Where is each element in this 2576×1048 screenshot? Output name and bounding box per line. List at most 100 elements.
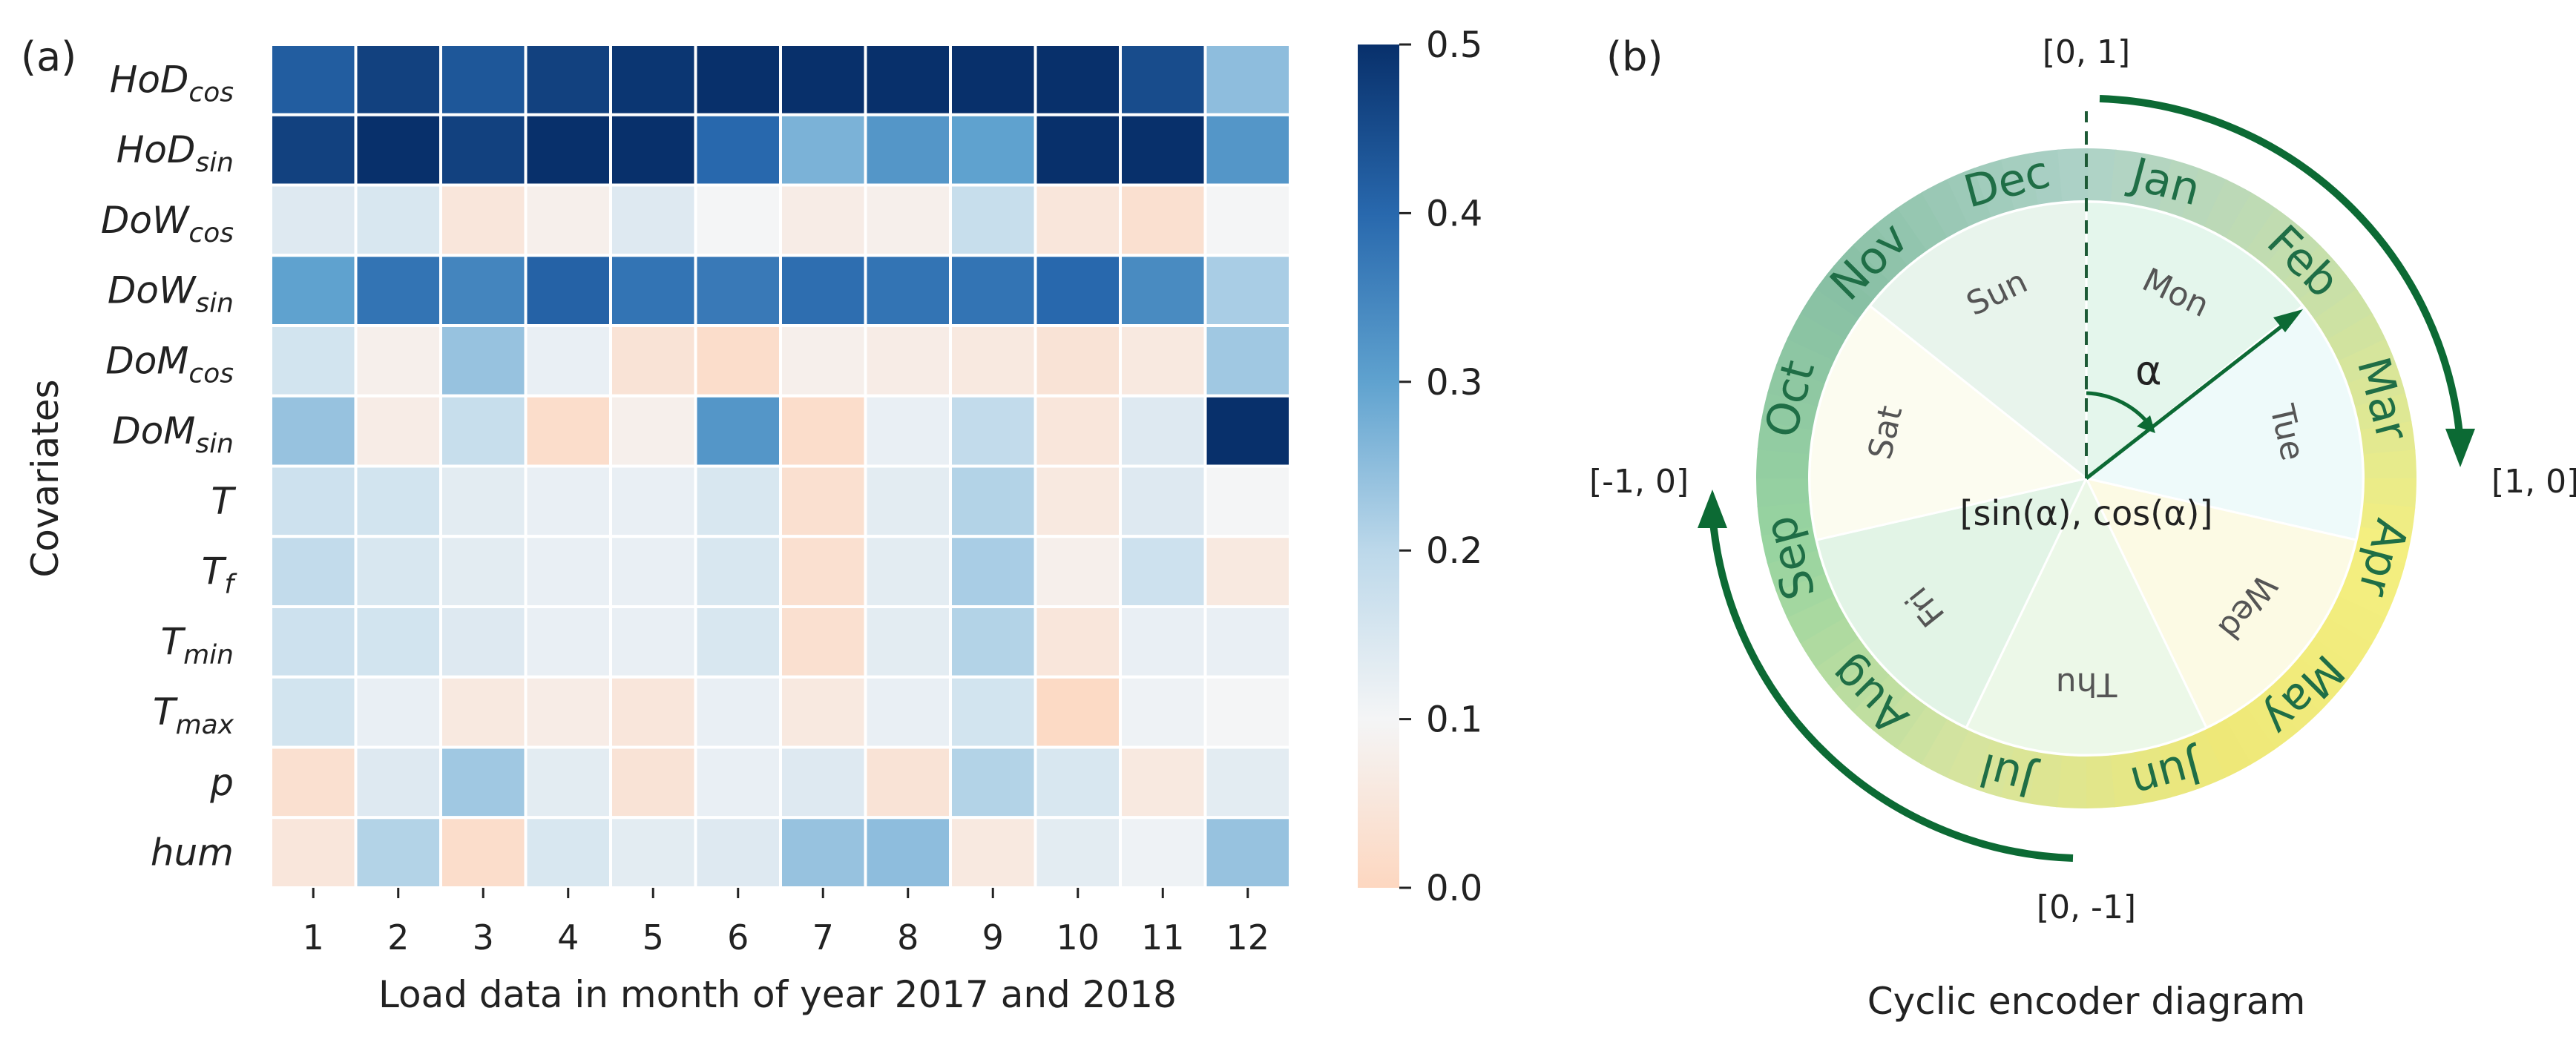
heatmap-cell [354,745,442,820]
month-ring-segment [1946,168,1993,227]
colorbar-tick-label: 0.5 [1426,24,1482,66]
heatmap-cell [524,394,612,468]
heatmap-cell [354,43,442,116]
heatmap-cell [609,113,697,187]
heatmap-cell [949,183,1037,257]
heatmap-cell [779,394,867,468]
month-ring-segment [2225,192,2278,251]
heatmap-cell [524,745,612,820]
heatmap-cell [439,254,528,327]
heatmap-cell [1203,675,1292,749]
month-ring-segment [1756,447,1810,478]
heatmap-cell [1119,43,1207,116]
month-ring-segment [2363,478,2416,510]
coord-left: [-1, 0] [1589,463,1689,501]
heatmap-cell [269,113,358,187]
month-ring-segment [1815,636,1873,691]
heatmap-cell [439,183,528,257]
heatmap-cell [1203,324,1292,398]
month-ring-segment [1851,673,1908,731]
coord-right: [1, 0] [2491,463,2576,501]
heatmap-cell [864,675,952,749]
heatmap-cell [439,113,528,187]
month-ring-segment [2264,675,2320,733]
heatmap-cell [864,394,952,468]
heatmap-cell [864,43,952,116]
heatmap-cell [694,816,782,889]
month-ring-segment [1757,419,1813,455]
month-ring [1756,148,2416,809]
month-ring-segment [2109,752,2144,808]
heatmap-cell [524,254,612,327]
heatmap-cell [439,605,528,679]
heatmap-cell [694,605,782,679]
heatmap-cell [779,43,867,116]
diagram-caption: Cyclic encoder diagram [1867,980,2306,1023]
x-tick-label: 7 [812,917,834,958]
month-ring-segment [2055,755,2086,808]
x-tick-label: 8 [897,917,919,958]
heatmap-cell [524,464,612,538]
month-ring-segment [1971,739,2014,797]
month-ring-segment [2327,313,2387,363]
colorbar-tick-label: 0.4 [1426,193,1482,234]
month-ring-segment [1999,746,2038,804]
row-label: Tmin [161,620,234,670]
heatmap-cell [524,43,612,116]
month-ring-segment [1761,525,1818,564]
month-ring-segment [1767,363,1826,406]
heatmap-cell [864,183,952,257]
colorbar-tick-label: 0.3 [1426,362,1482,403]
heatmap-cell [1119,183,1207,257]
x-tick-label: 12 [1226,917,1269,958]
heatmap-cell [524,113,612,187]
heatmap-cell [609,675,697,749]
month-ring-segment [2314,289,2373,341]
month-ring-segment [2181,168,2228,227]
month-ring-segment [1921,178,1971,238]
month-ring-segment [2281,657,2339,714]
weekday-sector [1868,200,2088,481]
vector-formula-label: [sin(α), cos(α)] [1960,493,2213,533]
month-ring-segment [1786,594,1846,644]
heatmap-cell [949,675,1037,749]
month-ring-segment [2135,153,2174,211]
heatmap-cell [439,675,528,749]
heatmap-cell [439,535,528,608]
heatmap-cell [439,745,528,820]
heatmap-cell [1119,113,1207,187]
month-ring-segment [2359,502,2416,538]
angle-vector-arrowhead [2273,309,2303,332]
heatmap-cell [949,535,1037,608]
month-ring-segment [2299,638,2357,692]
month-ring-segment [1919,718,1969,778]
x-tick-label: 5 [643,917,664,958]
heatmap-cell [779,816,867,889]
outer-arc-arrowhead-left [1698,490,1727,528]
month-ring-segment [1761,391,1818,430]
month-ring-segment [2338,338,2397,385]
heatmap-cell [864,745,952,820]
heatmap-cell [1034,675,1122,749]
month-ring-segment [2086,148,2117,202]
x-axis-title: Load data in month of year 2017 and 2018 [378,973,1177,1016]
heatmap-cell [1203,113,1292,187]
month-ring-segment [2202,719,2252,779]
colorbar-tick-label: 0.2 [1426,530,1482,572]
row-label: DoWcos [101,199,234,248]
angle-vector-arrow [2085,317,2293,480]
row-label: DoWsin [108,269,234,319]
month-ring-segment [1832,656,1890,712]
heatmap-cell [609,254,697,327]
heatmap-cell [609,745,697,820]
heatmap-cell [949,605,1037,679]
heatmap-cell [1119,675,1207,749]
heatmap-cell [354,324,442,398]
colorbar-tick-label: 0.1 [1426,699,1482,741]
heatmap-cell [524,816,612,889]
coord-bottom: [0, -1] [2037,889,2136,926]
heatmap-cell [439,816,528,889]
heatmap-cell [779,254,867,327]
